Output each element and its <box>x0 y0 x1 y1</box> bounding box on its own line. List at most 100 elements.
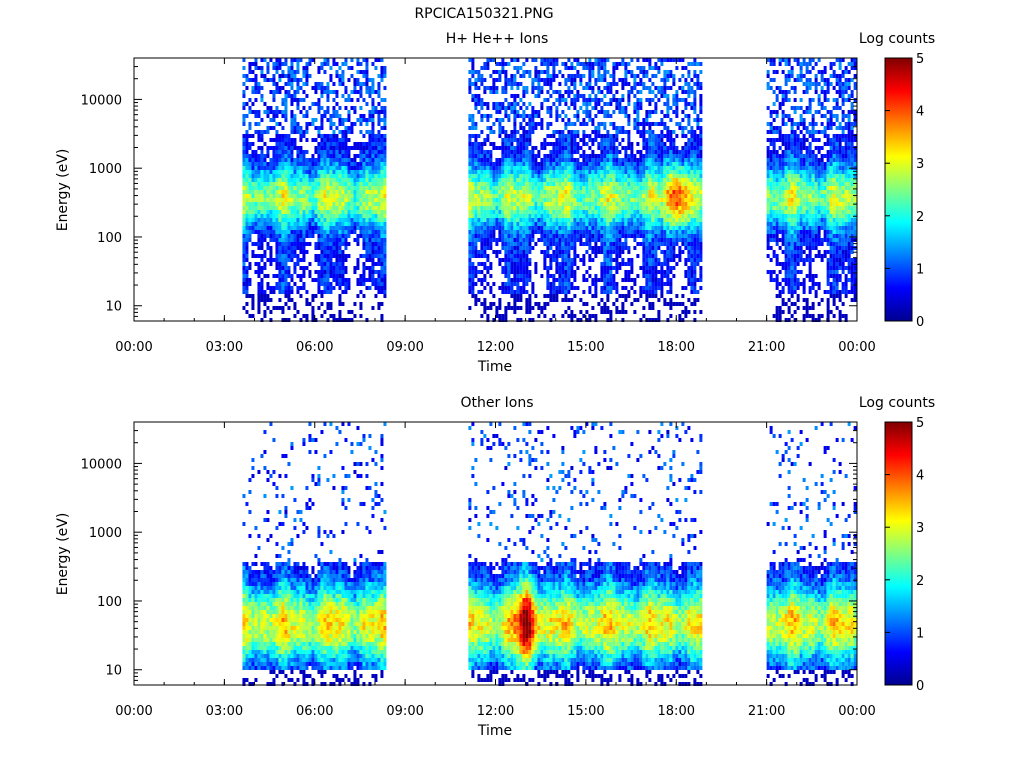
heatmap-cell <box>290 170 294 174</box>
heatmap-cell <box>585 106 589 110</box>
heatmap-cell <box>621 222 625 226</box>
heatmap-cell <box>257 262 261 266</box>
heatmap-cell <box>534 174 538 178</box>
heatmap-cell <box>293 250 297 254</box>
heatmap-cell <box>314 150 318 154</box>
heatmap-cell <box>648 242 652 246</box>
heatmap-cell <box>570 102 574 106</box>
heatmap-cell <box>498 118 502 122</box>
heatmap-cell <box>507 254 511 258</box>
heatmap-cell <box>645 282 649 286</box>
heatmap-cell <box>471 246 475 250</box>
heatmap-cell <box>516 150 520 154</box>
heatmap-cell <box>618 166 622 170</box>
heatmap-cell <box>537 194 541 198</box>
heatmap-cell <box>495 178 499 182</box>
heatmap-cell <box>594 138 598 142</box>
heatmap-cell <box>519 206 523 210</box>
heatmap-cell <box>293 202 297 206</box>
heatmap-cell <box>320 90 324 94</box>
heatmap-cell <box>513 122 517 126</box>
heatmap-cell <box>284 266 288 270</box>
heatmap-cell <box>329 66 333 70</box>
heatmap-cell <box>492 78 496 82</box>
heatmap-cell <box>573 170 577 174</box>
heatmap-cell <box>332 230 336 234</box>
heatmap-cell <box>474 194 478 198</box>
heatmap-cell <box>564 146 568 150</box>
heatmap-cell <box>356 186 360 190</box>
heatmap-cell <box>537 230 541 234</box>
heatmap-cell <box>528 150 532 154</box>
heatmap-cell <box>579 178 583 182</box>
heatmap-cell <box>474 178 478 182</box>
heatmap-cell <box>468 222 472 226</box>
heatmap-cell <box>648 214 652 218</box>
heatmap-cell <box>558 82 562 86</box>
heatmap-cell <box>627 158 631 162</box>
heatmap-cell <box>260 214 264 218</box>
heatmap-cell <box>311 58 315 62</box>
heatmap-cell <box>588 110 592 114</box>
heatmap-cell <box>377 306 381 310</box>
heatmap-cell <box>618 98 622 102</box>
heatmap-cell <box>507 282 511 286</box>
heatmap-cell <box>350 158 354 162</box>
heatmap-cell <box>600 58 604 62</box>
heatmap-cell <box>645 130 649 134</box>
heatmap-cell <box>591 194 595 198</box>
heatmap-cell <box>471 162 475 166</box>
heatmap-cell <box>350 90 354 94</box>
heatmap-cell <box>516 66 520 70</box>
heatmap-cell <box>546 226 550 230</box>
heatmap-cell <box>579 194 583 198</box>
heatmap-cell <box>332 134 336 138</box>
heatmap-cell <box>242 102 246 106</box>
heatmap-cell <box>272 178 276 182</box>
heatmap-cell <box>525 234 529 238</box>
heatmap-cell <box>573 114 577 118</box>
heatmap-cell <box>377 94 381 98</box>
heatmap-cell <box>531 178 535 182</box>
heatmap-cell <box>383 174 387 178</box>
heatmap-cell <box>489 246 493 250</box>
heatmap-cell <box>600 90 604 94</box>
heatmap-cell <box>356 162 360 166</box>
heatmap-cell <box>645 202 649 206</box>
heatmap-cell <box>278 238 282 242</box>
heatmap-cell <box>371 106 375 110</box>
heatmap-cell <box>347 66 351 70</box>
heatmap-cell <box>510 294 514 298</box>
heatmap-cell <box>471 282 475 286</box>
heatmap-cell <box>275 210 279 214</box>
heatmap-cell <box>314 218 318 222</box>
heatmap-cell <box>567 154 571 158</box>
heatmap-cell <box>311 298 315 302</box>
heatmap-cell <box>543 146 547 150</box>
heatmap-cell <box>486 306 490 310</box>
heatmap-cell <box>609 158 613 162</box>
heatmap-cell <box>525 202 529 206</box>
heatmap-cell <box>546 162 550 166</box>
heatmap-cell <box>549 246 553 250</box>
heatmap-cell <box>558 162 562 166</box>
heatmap-cell <box>284 142 288 146</box>
heatmap-cell <box>356 202 360 206</box>
heatmap-cell <box>269 162 273 166</box>
heatmap-cell <box>344 202 348 206</box>
heatmap-cell <box>549 82 553 86</box>
heatmap-cell <box>308 206 312 210</box>
heatmap-cell <box>275 218 279 222</box>
heatmap-cell <box>567 314 571 318</box>
heatmap-cell <box>612 238 616 242</box>
heatmap-cell <box>489 194 493 198</box>
heatmap-cell <box>338 206 342 210</box>
heatmap-cell <box>302 238 306 242</box>
heatmap-cell <box>621 294 625 298</box>
heatmap-cell <box>627 146 631 150</box>
heatmap-cell <box>278 278 282 282</box>
heatmap-cell <box>516 114 520 118</box>
heatmap-cell <box>344 154 348 158</box>
heatmap-cell <box>537 114 541 118</box>
heatmap-cell <box>320 230 324 234</box>
